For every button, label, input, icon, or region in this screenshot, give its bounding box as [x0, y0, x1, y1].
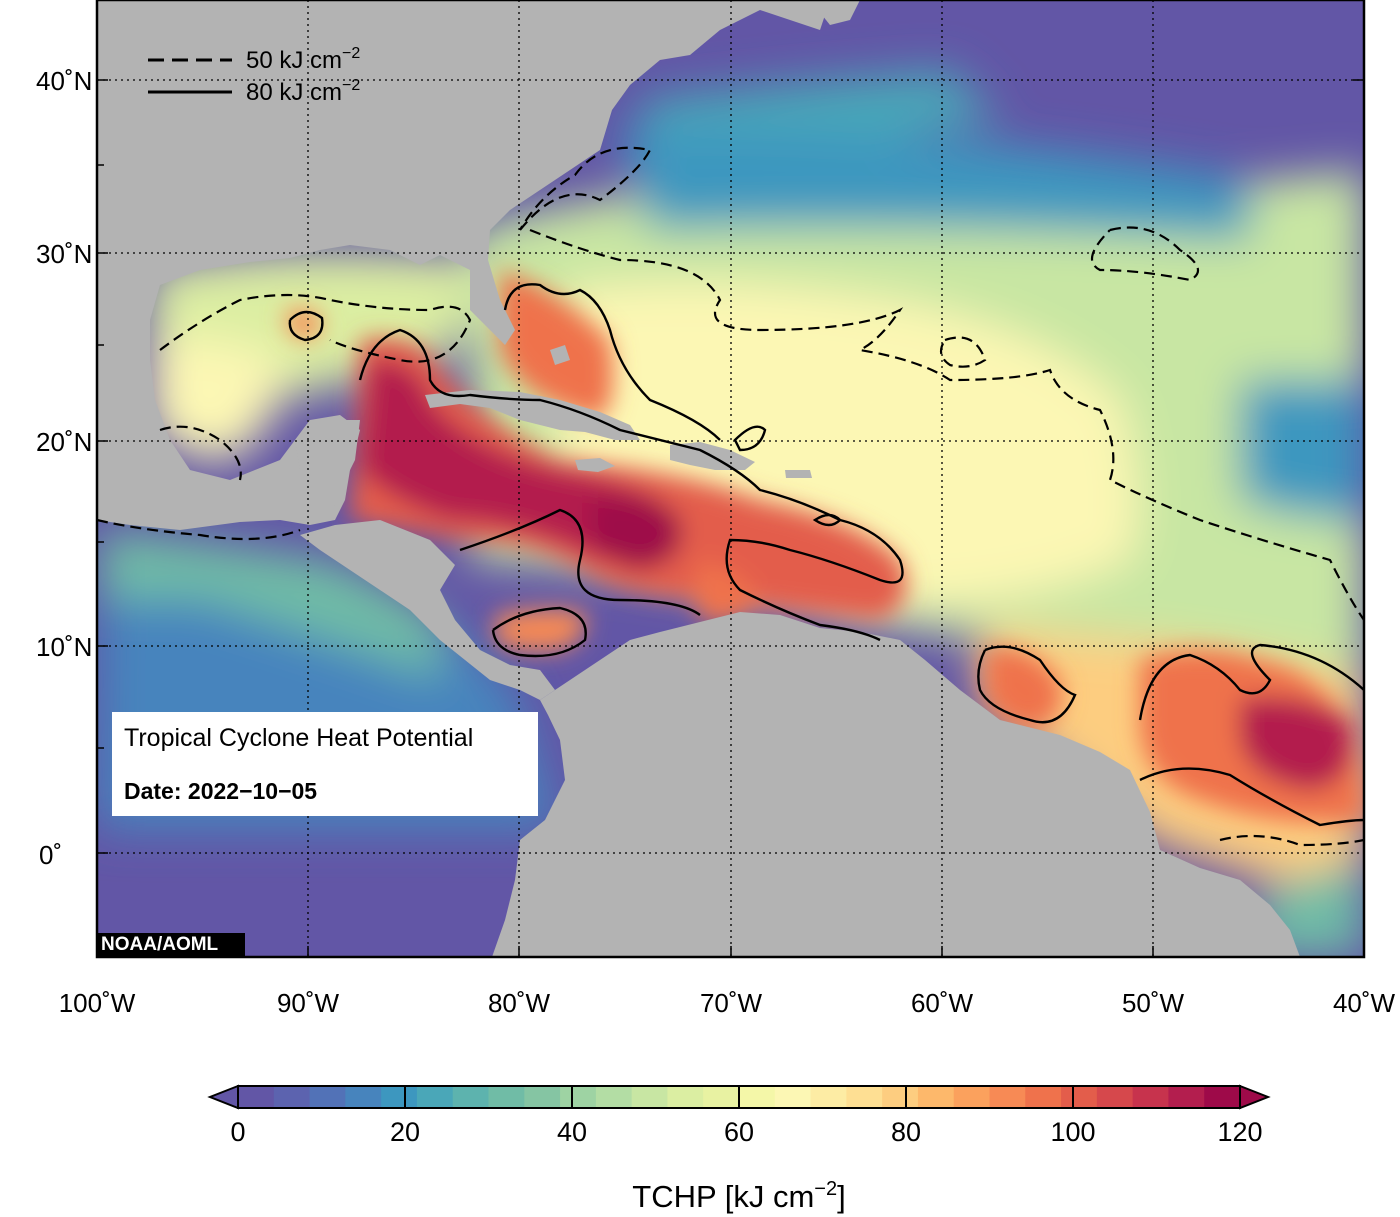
credit-label: NOAA/AOML	[97, 933, 245, 957]
colorbar-cell	[1025, 1086, 1062, 1108]
colorbar-cell	[1061, 1086, 1098, 1108]
colorbar-cell	[381, 1086, 418, 1108]
legend-dashed-label: 50 kJ cm−2	[246, 45, 360, 74]
info-date: Date: 2022−10−05	[124, 778, 318, 804]
colorbar-tick-label: 120	[1217, 1117, 1262, 1147]
colorbar-cell	[1168, 1086, 1205, 1108]
colorbar-tick-label: 20	[390, 1117, 420, 1147]
colorbar-ticks: 0 20 40 60 80 100 120	[230, 1086, 1263, 1147]
colorbar-tick-label: 100	[1050, 1117, 1095, 1147]
colorbar-tick-label: 80	[891, 1117, 921, 1147]
colorbar-cell	[595, 1086, 633, 1108]
colorbar-title: TCHP [kJ cm−2]	[632, 1178, 845, 1214]
colorbar-cell	[917, 1086, 955, 1108]
colorbar-cell	[739, 1086, 776, 1108]
colorbar-cell	[846, 1086, 883, 1108]
colorbar-cell	[1204, 1086, 1241, 1108]
colorbar-cell	[416, 1086, 454, 1108]
lon-label-60w: 60˚W	[911, 988, 974, 1018]
contour-50	[97, 146, 1364, 847]
colorbar-cells	[238, 1086, 1241, 1108]
colorbar-cell	[667, 1086, 704, 1108]
info-box: Tropical Cyclone Heat Potential Date: 20…	[112, 712, 538, 816]
info-title: Tropical Cyclone Heat Potential	[124, 724, 474, 752]
lon-label-80w: 80˚W	[488, 988, 551, 1018]
colorbar-cell	[560, 1086, 597, 1108]
colorbar-cell	[488, 1086, 525, 1108]
colorbar-cell	[703, 1086, 740, 1108]
colorbar-tick-label: 60	[724, 1117, 754, 1147]
lat-label-20n: 20˚N	[36, 427, 92, 457]
colorbar-tick-label: 40	[557, 1117, 587, 1147]
colorbar-cell	[452, 1086, 490, 1108]
colorbar-tick-label: 0	[230, 1117, 245, 1147]
lat-label-10n: 10˚N	[36, 632, 92, 662]
lon-label-90w: 90˚W	[277, 988, 340, 1018]
colorbar-cell	[309, 1086, 346, 1108]
lon-label-40w: 40˚W	[1333, 988, 1396, 1018]
colorbar-cell	[238, 1086, 275, 1108]
colorbar-cell	[345, 1086, 382, 1108]
colorbar-cell	[882, 1086, 919, 1108]
colorbar-low-arrow	[207, 1084, 239, 1110]
graticule	[97, 0, 1364, 957]
lon-label-70w: 70˚W	[700, 988, 763, 1018]
contour-legend: 50 kJ cm−2 80 kJ cm−2	[148, 45, 360, 106]
colorbar-cell	[524, 1086, 561, 1108]
colorbar-cell	[273, 1086, 311, 1108]
lat-label-40n: 40˚N	[36, 66, 92, 96]
lon-label-50w: 50˚W	[1122, 988, 1185, 1018]
colorbar: 0 20 40 60 80 100 120 TCHP [kJ cm−2]	[207, 1084, 1271, 1214]
colorbar-cell	[810, 1086, 847, 1108]
lat-label-0: 0˚	[39, 840, 62, 870]
lon-label-100w: 100˚W	[59, 988, 136, 1018]
map-panel	[97, 0, 1364, 957]
colorbar-cell	[1132, 1086, 1170, 1108]
lat-label-30n: 30˚N	[36, 239, 92, 269]
colorbar-cell	[989, 1086, 1026, 1108]
tick-marks	[97, 79, 1364, 957]
colorbar-cell	[1096, 1086, 1134, 1108]
colorbar-cell	[953, 1086, 991, 1108]
colorbar-high-arrow	[1239, 1084, 1271, 1110]
colorbar-cell	[631, 1086, 669, 1108]
tchp-hot-core	[285, 270, 1364, 823]
contour-80	[288, 283, 1364, 827]
colorbar-cell	[774, 1086, 812, 1108]
legend-solid-label: 80 kJ cm−2	[246, 77, 360, 106]
